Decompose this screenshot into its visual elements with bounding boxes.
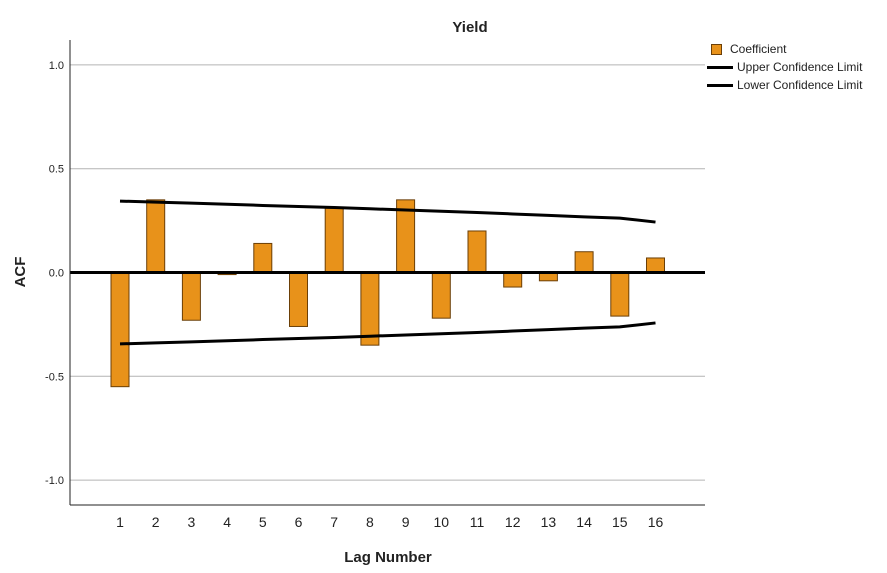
legend-bar-swatch: [711, 43, 722, 55]
bar-coefficient-lag-10: [431, 272, 451, 319]
axes: 1.00.50.0-0.5-1.01 2 3 4 5 6 7 8 9 10 11 12 13 14 15 16: [45, 40, 705, 530]
confidence-lines: [70, 199, 705, 346]
legend-line-swatch-upper: [707, 65, 733, 69]
y-tick-label: 0.5: [49, 164, 64, 176]
legend-label-lower: Lower Confidence Limit: [737, 78, 863, 92]
x-tick-label: 6: [295, 514, 303, 530]
y-axis-label: ACF: [12, 257, 29, 288]
x-tick-label: 2: [152, 514, 160, 530]
x-tick-label: 3: [188, 514, 196, 530]
y-tick-label: -0.5: [45, 371, 64, 383]
x-tick-label: 13: [541, 514, 557, 530]
x-tick-label: 12: [505, 514, 521, 530]
legend-item-coefficient: Coefficient: [707, 40, 862, 58]
bar-coefficient-lag-14: [574, 251, 594, 274]
chart-title: Yield: [452, 19, 487, 36]
grid-lines: [70, 64, 705, 481]
bar-coefficient-lag-7: [324, 207, 344, 273]
lower-confidence-line: [119, 321, 656, 346]
x-tick-label: 9: [402, 514, 410, 530]
x-tick-label: 16: [648, 514, 664, 530]
x-tick-label: 5: [259, 514, 267, 530]
y-tick-label: -1.0: [45, 475, 64, 487]
legend-item-lower-confidence-limit: Lower Confidence Limit: [707, 76, 862, 94]
bar-coefficient-lag-6: [289, 272, 308, 327]
upper-confidence-line: [119, 199, 656, 224]
y-tick-label: 0.0: [49, 268, 64, 280]
legend-label-coefficient: Coefficient: [730, 42, 787, 56]
bar-series: [110, 199, 665, 388]
x-tick-label: 8: [366, 514, 374, 530]
x-tick-label: 10: [434, 514, 450, 530]
bar-coefficient-lag-16: [646, 257, 665, 273]
legend-line-swatch-lower: [707, 83, 733, 87]
bar-coefficient-lag-3: [181, 272, 201, 321]
x-tick-label: 7: [330, 514, 338, 530]
bar-coefficient-lag-12: [503, 272, 523, 288]
x-tick-label: 11: [470, 514, 485, 530]
y-tick-label: 1.0: [49, 60, 64, 72]
x-axis-label: Lag Number: [344, 549, 432, 566]
bar-coefficient-lag-1: [110, 272, 130, 388]
chart-legend: Coefficient Upper Confidence Limit Lower…: [707, 40, 862, 94]
bar-coefficient-lag-15: [610, 272, 630, 317]
legend-label-upper: Upper Confidence Limit: [737, 60, 863, 74]
x-tick-label: 15: [612, 514, 628, 530]
bar-coefficient-lag-11: [467, 230, 487, 274]
bar-coefficient-lag-8: [360, 272, 380, 346]
legend-item-upper-confidence-limit: Upper Confidence Limit: [707, 58, 862, 76]
x-tick-label: 4: [223, 514, 231, 530]
x-tick-label: 14: [576, 514, 592, 530]
bar-coefficient-lag-5: [253, 242, 273, 273]
bar-coefficient-lag-2: [146, 199, 166, 273]
x-tick-label: 1: [116, 514, 124, 530]
